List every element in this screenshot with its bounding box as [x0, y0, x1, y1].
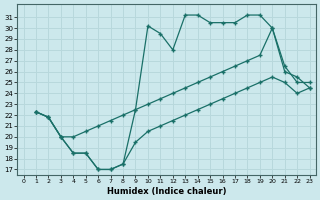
- X-axis label: Humidex (Indice chaleur): Humidex (Indice chaleur): [107, 187, 226, 196]
